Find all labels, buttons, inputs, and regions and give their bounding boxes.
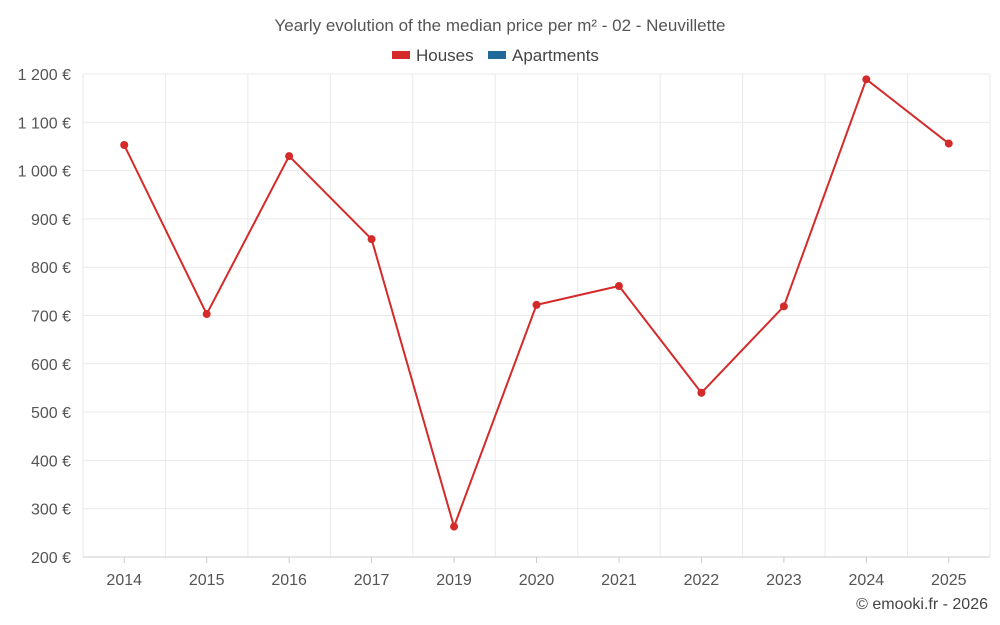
data-point-houses-2025[interactable] <box>944 139 953 148</box>
x-axis-ticks: 2014 2015 2016 2017 2019 2020 2021 2022 2023 2024… <box>106 557 967 589</box>
x-tick-label: 2022 <box>684 572 720 589</box>
x-tick-label: 2025 <box>931 572 967 589</box>
x-tick-label: 2019 <box>436 572 472 589</box>
x-gridlines <box>82 74 991 557</box>
legend-swatch-apartments <box>488 51 506 59</box>
data-point-houses-2016[interactable] <box>285 152 294 161</box>
y-tick-label: 1 100 € <box>18 115 71 132</box>
data-point-houses-2015[interactable] <box>202 310 211 319</box>
credit-text: © emooki.fr - 2026 <box>856 596 988 613</box>
data-point-houses-2020[interactable] <box>532 300 541 309</box>
x-tick-label: 2023 <box>766 572 802 589</box>
y-tick-label: 500 € <box>31 405 71 422</box>
data-point-houses-2019[interactable] <box>450 522 459 531</box>
legend: Houses Apartments <box>392 46 599 65</box>
chart-title: Yearly evolution of the median price per… <box>274 16 725 35</box>
data-point-houses-2022[interactable] <box>697 388 706 397</box>
legend-label-houses: Houses <box>416 46 474 65</box>
data-point-houses-2021[interactable] <box>614 282 623 291</box>
data-point-houses-2017[interactable] <box>367 235 376 244</box>
x-tick-label: 2021 <box>601 572 637 589</box>
legend-item-apartments[interactable]: Apartments <box>488 46 599 65</box>
y-tick-label: 1 000 € <box>18 164 71 181</box>
legend-swatch-houses <box>392 51 410 59</box>
y-axis-ticks: 200 € 300 € 400 € 500 € 600 € 700 € 800 € 900 €… <box>18 67 71 567</box>
y-gridlines <box>83 73 990 510</box>
y-tick-label: 1 200 € <box>18 67 71 84</box>
x-tick-label: 2015 <box>189 572 225 589</box>
x-tick-label: 2014 <box>106 572 142 589</box>
x-tick-label: 2016 <box>271 572 307 589</box>
x-tick-label: 2020 <box>519 572 555 589</box>
y-tick-label: 600 € <box>31 357 71 374</box>
legend-item-houses[interactable]: Houses <box>392 46 474 65</box>
series-layer <box>120 75 953 531</box>
x-tick-label: 2017 <box>354 572 390 589</box>
data-point-houses-2014[interactable] <box>120 141 129 150</box>
y-tick-label: 700 € <box>31 309 71 326</box>
x-tick-label: 2024 <box>849 572 885 589</box>
y-tick-label: 400 € <box>31 453 71 470</box>
y-tick-label: 200 € <box>31 550 71 567</box>
data-point-houses-2023[interactable] <box>779 302 788 311</box>
legend-label-apartments: Apartments <box>512 46 599 65</box>
data-point-houses-2024[interactable] <box>862 75 871 84</box>
y-tick-label: 300 € <box>31 502 71 519</box>
y-tick-label: 900 € <box>31 212 71 229</box>
y-tick-label: 800 € <box>31 260 71 277</box>
